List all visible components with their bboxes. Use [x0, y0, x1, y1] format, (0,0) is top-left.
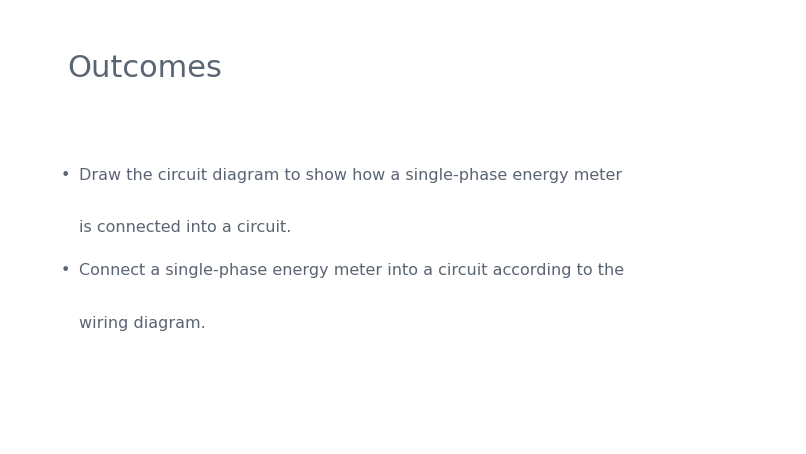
Text: wiring diagram.: wiring diagram. [79, 316, 206, 331]
Text: Outcomes: Outcomes [67, 54, 222, 84]
Text: Connect a single-phase energy meter into a circuit according to the: Connect a single-phase energy meter into… [79, 263, 624, 278]
Text: •: • [60, 168, 70, 183]
Text: is connected into a circuit.: is connected into a circuit. [79, 220, 291, 235]
Text: •: • [60, 263, 70, 278]
Text: Draw the circuit diagram to show how a single-phase energy meter: Draw the circuit diagram to show how a s… [79, 168, 622, 183]
